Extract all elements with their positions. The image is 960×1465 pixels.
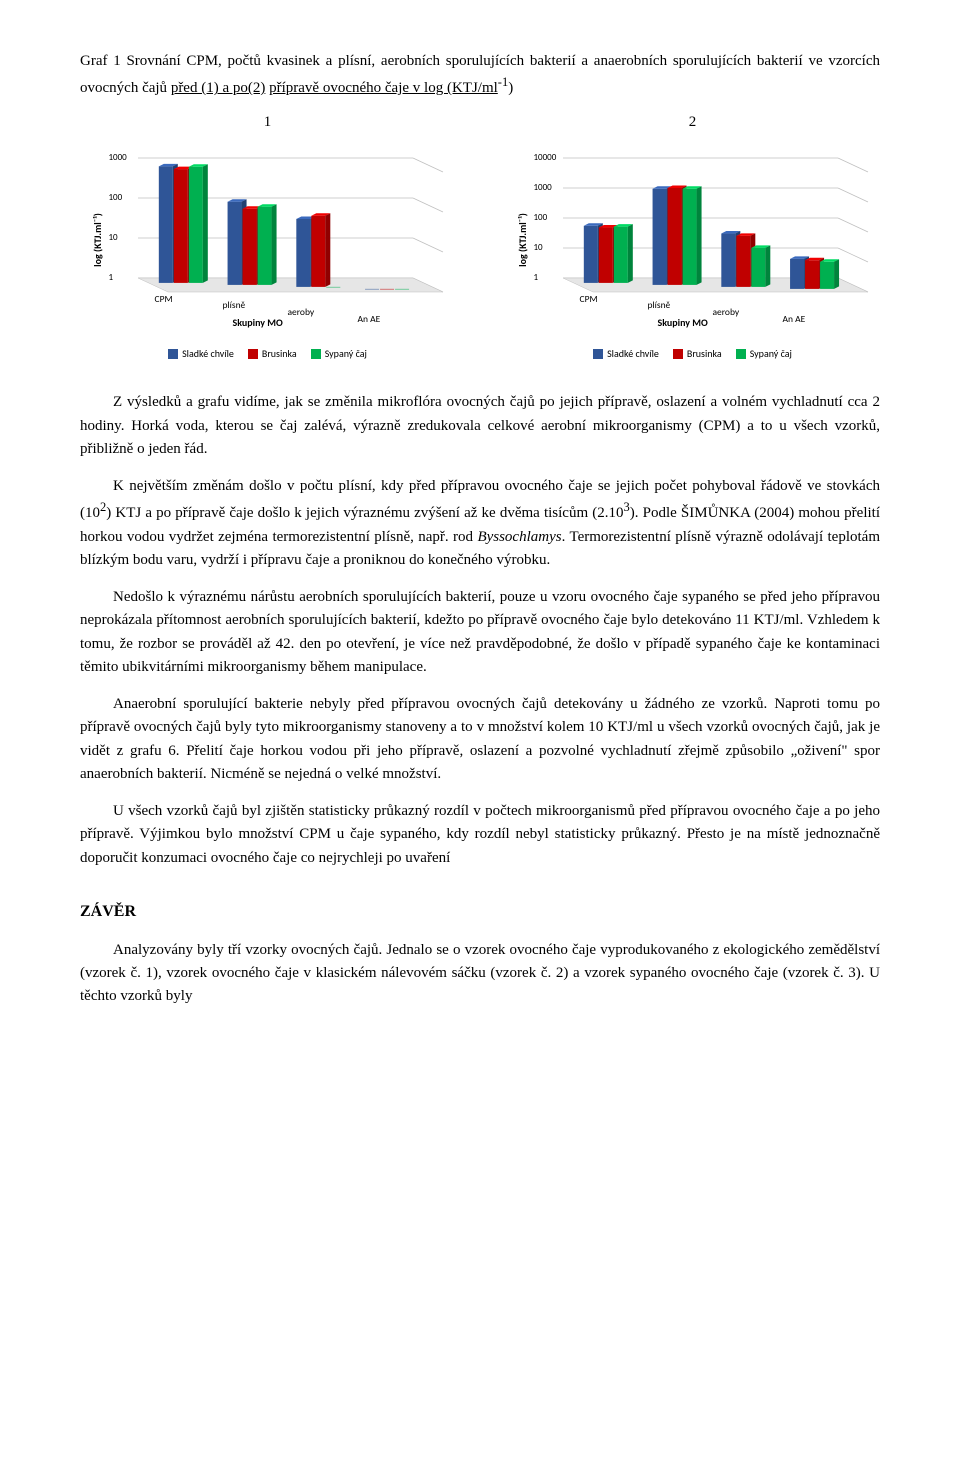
chart-2-ytick-4: 10000	[534, 151, 557, 165]
chart-2-xlabel: Skupiny MO	[658, 315, 708, 331]
section-heading: ZÁVĚR	[80, 900, 880, 925]
chart-2-ylabel: log (KTJ.ml⁻¹)	[515, 213, 531, 267]
chart-1-cat-1: plísně	[223, 298, 246, 313]
paragraph-4: Anaerobní sporulující bakterie nebyly př…	[80, 693, 880, 786]
paragraph-3: Nedošlo k výraznému nárůstu aerobních sp…	[80, 586, 880, 679]
legend-swatch-red	[248, 349, 258, 359]
caption-sup: -1	[498, 75, 508, 89]
chart-2-number: 2	[689, 111, 697, 134]
legend-2-item-2: Sypaný čaj	[736, 346, 792, 362]
chart-2-cat-2: aeroby	[713, 305, 740, 320]
chart-2-svg	[508, 140, 878, 315]
chart-1-legend: Sladké chvíle Brusinka Sypaný čaj	[168, 346, 367, 362]
chart-1-cat-2: aeroby	[288, 305, 315, 320]
legend-swatch-blue	[593, 349, 603, 359]
legend-1-item-2: Sypaný čaj	[311, 346, 367, 362]
caption-underline-2: přípravě ovocného čaje v log (KTJ/ml	[269, 80, 498, 96]
legend-swatch-blue	[168, 349, 178, 359]
legend-2-item-0: Sladké chvíle	[593, 346, 659, 362]
chart-2-cat-0: CPM	[580, 292, 598, 307]
chart-1-number: 1	[264, 111, 272, 134]
chart-1: log (KTJ.ml⁻¹) 1000 100 10 1 CPM plísně …	[83, 140, 453, 340]
paragraph-5: U všech vzorků čajů byl zjištěn statisti…	[80, 800, 880, 870]
chart-1-column: 1 log (KTJ.ml⁻¹) 1000 100 10 1 CPM plísn…	[83, 111, 453, 362]
chart-2-cat-3: An AE	[783, 312, 806, 327]
chart-2-ytick-0: 1	[534, 271, 539, 285]
paragraph-6: Analyzovány byly tří vzorky ovocných čaj…	[80, 939, 880, 1009]
chart-1-ytick-1: 10	[109, 231, 118, 245]
chart-1-svg	[83, 140, 453, 315]
chart-1-ytick-3: 1000	[109, 151, 127, 165]
legend-swatch-red	[673, 349, 683, 359]
paragraph-2: K největším změnám došlo v počtu plísní,…	[80, 475, 880, 572]
chart-2-cat-1: plísně	[648, 298, 671, 313]
legend-swatch-green	[736, 349, 746, 359]
caption-suffix: )	[508, 80, 513, 96]
chart-2-ytick-1: 10	[534, 241, 543, 255]
legend-swatch-green	[311, 349, 321, 359]
legend-1-item-0: Sladké chvíle	[168, 346, 234, 362]
chart-2-column: 2 log (KTJ.ml⁻¹) 10000 1000 100 10 1 CPM…	[508, 111, 878, 362]
legend-1-item-1: Brusinka	[248, 346, 297, 362]
chart-1-cat-3: An AE	[358, 312, 381, 327]
chart-1-ylabel: log (KTJ.ml⁻¹)	[90, 213, 106, 267]
figure-caption: Graf 1 Srovnání CPM, počtů kvasinek a pl…	[80, 50, 880, 101]
chart-2-legend: Sladké chvíle Brusinka Sypaný čaj	[593, 346, 792, 362]
chart-2-ytick-3: 1000	[534, 181, 552, 195]
chart-2: log (KTJ.ml⁻¹) 10000 1000 100 10 1 CPM p…	[508, 140, 878, 340]
legend-2-item-1: Brusinka	[673, 346, 722, 362]
chart-1-xlabel: Skupiny MO	[233, 315, 283, 331]
chart-row: 1 log (KTJ.ml⁻¹) 1000 100 10 1 CPM plísn…	[80, 111, 880, 362]
caption-underline-1: před (1) a po(2)	[171, 80, 266, 96]
chart-2-ytick-2: 100	[534, 211, 548, 225]
chart-1-ytick-0: 1	[109, 271, 114, 285]
chart-1-ytick-2: 100	[109, 191, 123, 205]
paragraph-1: Z výsledků a grafu vidíme, jak se změnil…	[80, 391, 880, 461]
chart-1-cat-0: CPM	[155, 292, 173, 307]
